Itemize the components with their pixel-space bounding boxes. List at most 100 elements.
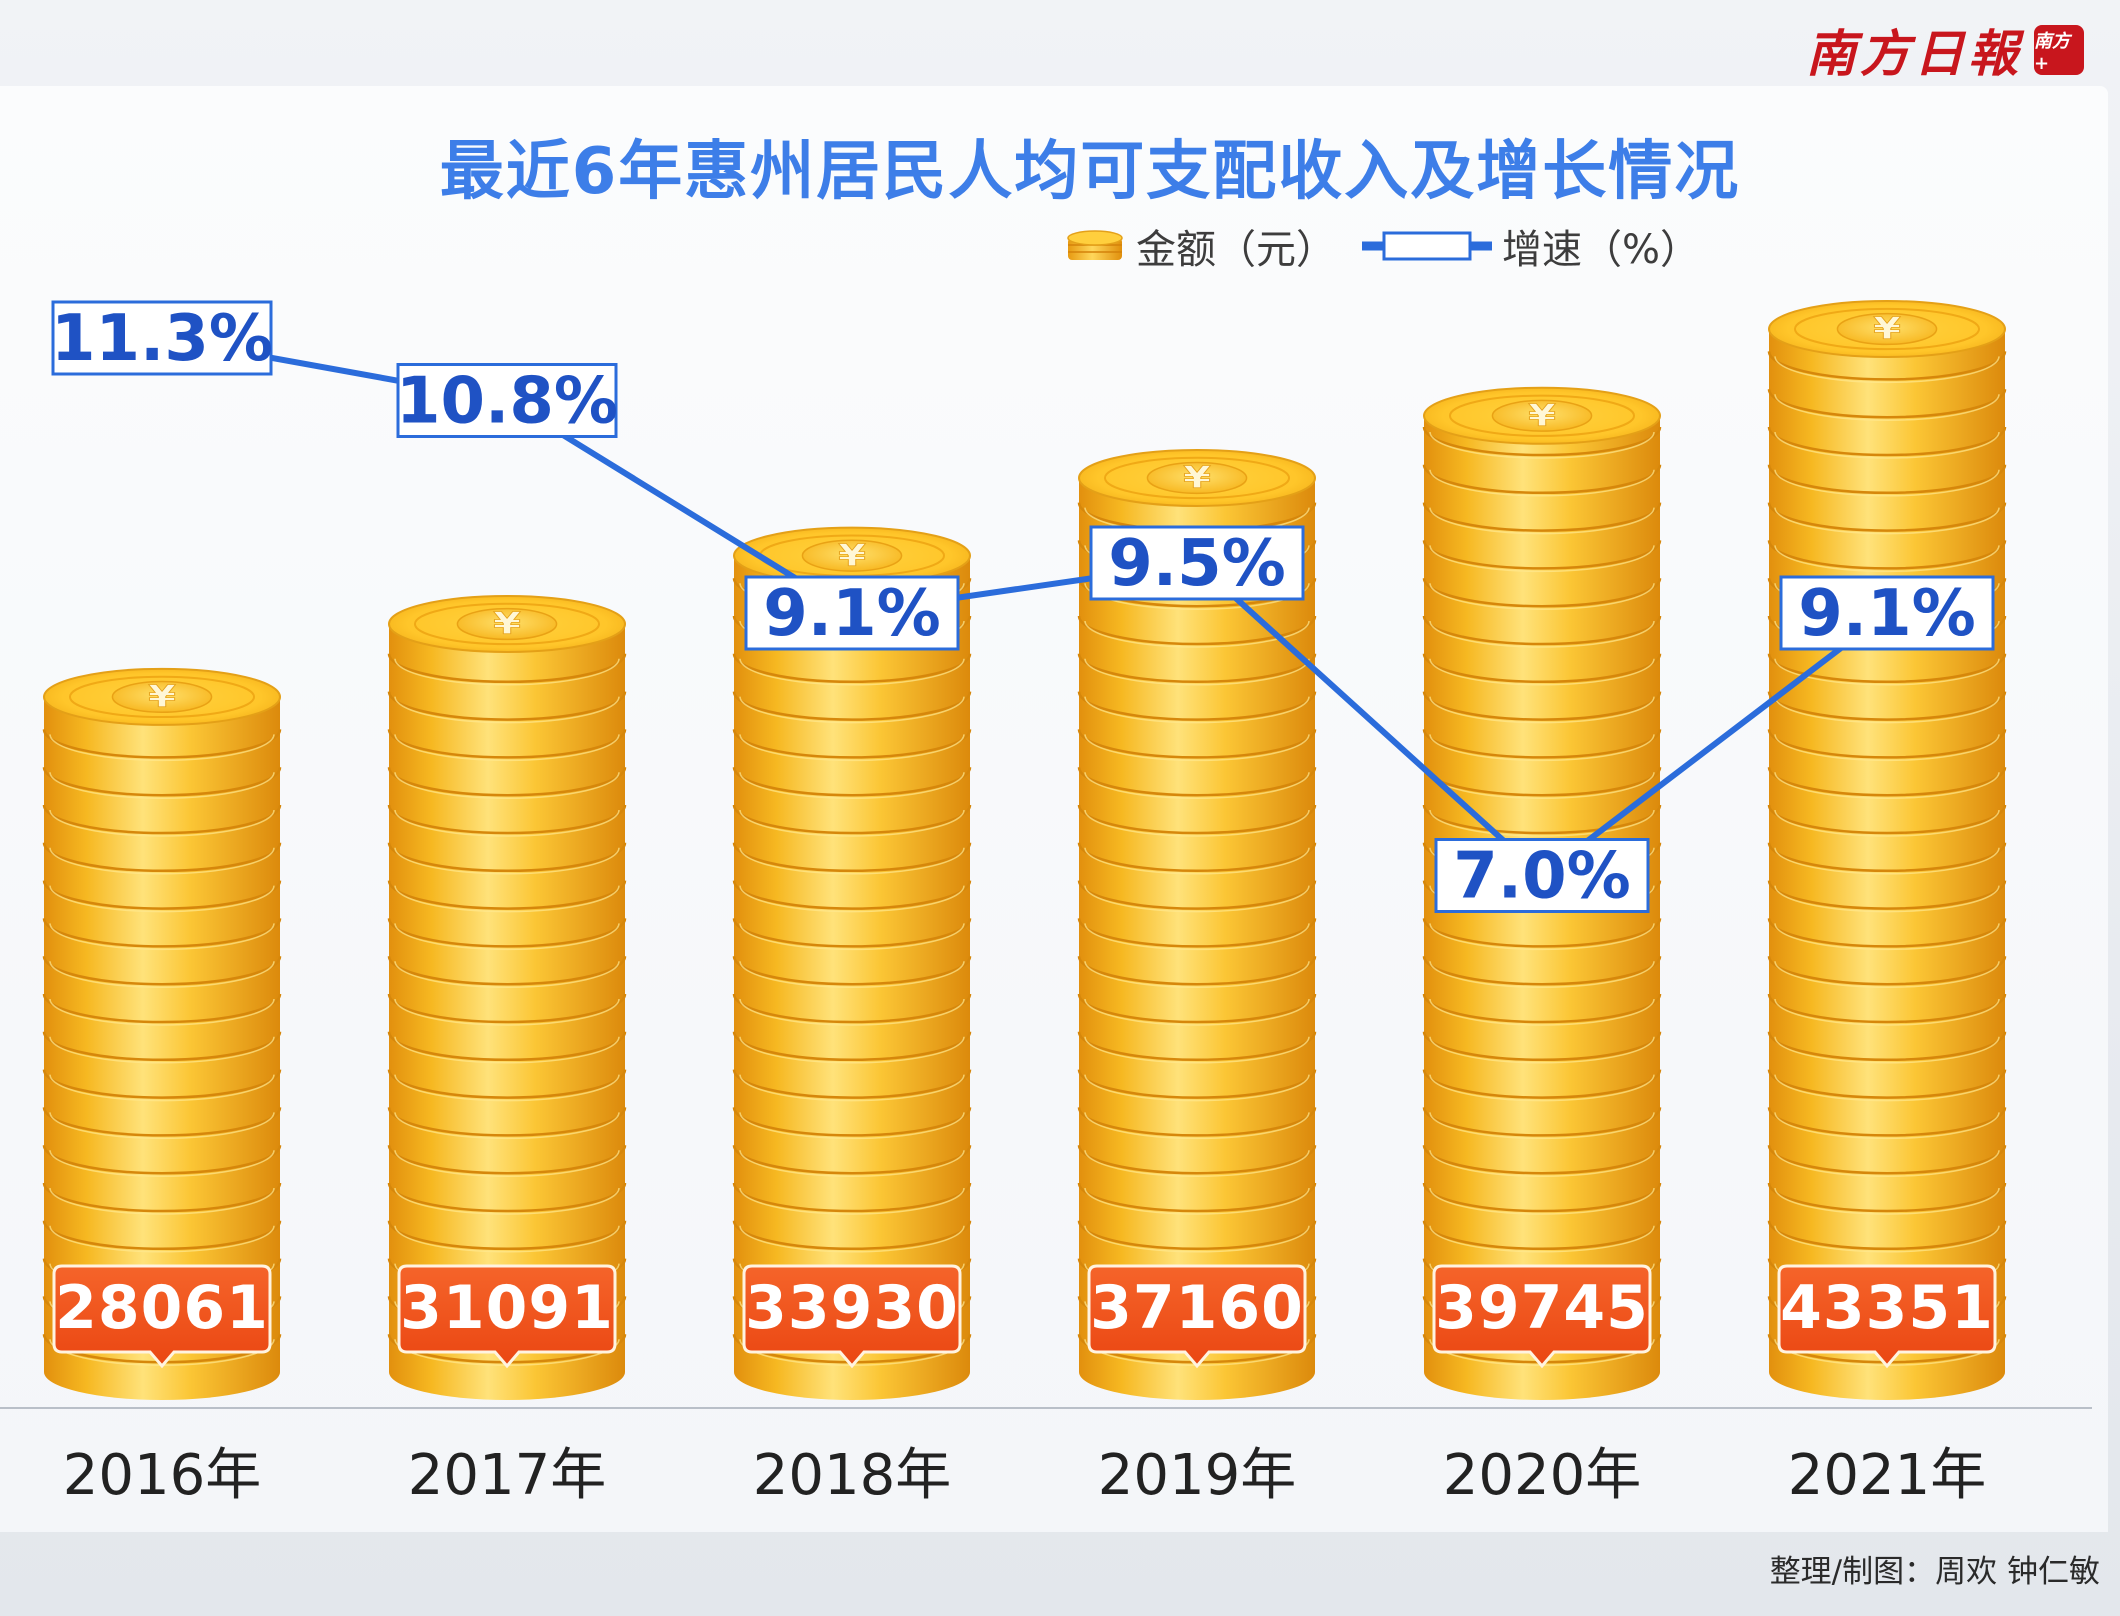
coin-rim: [387, 956, 627, 986]
coin-top-ring: [68, 675, 256, 719]
coin-rim: [42, 729, 282, 759]
coin-rim-highlight: [394, 1112, 620, 1140]
coin-rim: [732, 1182, 972, 1213]
value-label: 43351: [1780, 1273, 1994, 1343]
value-badge-2021年: 43351: [1777, 1264, 1997, 1369]
coin-rim-highlight: [49, 809, 275, 837]
coin-rim: [732, 880, 972, 910]
coin-rim: [42, 918, 282, 948]
coin-rim: [1767, 1220, 2007, 1251]
coin-rim: [1422, 578, 1662, 608]
coin-rim: [387, 804, 627, 835]
coin-rim-highlight: [1774, 545, 2000, 573]
coin-rim: [1422, 918, 1662, 948]
coin-rim-highlight: [1774, 1112, 2000, 1140]
coin-rim: [1077, 880, 1317, 910]
coin-rim-highlight: [1429, 1112, 1655, 1140]
coin-rim-highlight: [394, 998, 620, 1026]
coin-stack-body: [1769, 329, 2005, 1400]
coin-rim: [387, 842, 627, 873]
growth-value-label: 11.3%: [51, 302, 273, 376]
coin-rim: [1422, 1145, 1662, 1175]
growth-label-box: [51, 300, 273, 376]
bar-coin-stack-2021年: ¥: [1767, 300, 2007, 1400]
coin-rim: [1767, 1031, 2007, 1062]
growth-label-box: [744, 575, 960, 651]
value-label: 39745: [1435, 1273, 1649, 1343]
coin-rim: [1422, 615, 1662, 646]
coin-rim-highlight: [1774, 469, 2000, 497]
coin-center: [111, 680, 213, 714]
x-tick-label: 2020年: [1443, 1443, 1642, 1508]
coin-rim-highlight: [739, 1187, 965, 1215]
coin-rim-highlight: [394, 809, 620, 837]
coin-rim-highlight: [1429, 734, 1655, 762]
coin-rim: [1767, 1069, 2007, 1099]
coin-rim: [387, 1220, 627, 1251]
coin-rim-highlight: [739, 961, 965, 988]
coin-rim-highlight: [394, 658, 620, 686]
value-badge-2020年: 39745: [1432, 1264, 1652, 1369]
coin-rim: [732, 993, 972, 1024]
coin-rim-highlight: [49, 923, 275, 951]
coin-rim: [1077, 729, 1317, 759]
coin-rim: [42, 880, 282, 910]
coin-rim-highlight: [1429, 1036, 1655, 1064]
coin-center: [456, 607, 558, 641]
bar-coin-stack-2017年: ¥: [387, 594, 627, 1400]
coin-rim-highlight: [1429, 696, 1655, 724]
coin-rim: [387, 880, 627, 910]
coin-rim-highlight: [739, 772, 965, 799]
coin-rim-highlight: [1084, 1225, 1310, 1253]
value-badge-bg: [397, 1264, 617, 1369]
coin-rim: [1077, 767, 1317, 797]
growth-label-2019年: 9.5%: [1089, 525, 1305, 601]
coin-rim-highlight: [49, 1150, 275, 1177]
coin-rim: [1422, 729, 1662, 759]
coin-rim: [1422, 1031, 1662, 1062]
coin-rim-highlight: [1084, 1112, 1310, 1140]
coin-rim-highlight: [739, 885, 965, 913]
growth-label-box: [396, 363, 618, 438]
value-badge-2016年: 28061: [52, 1264, 272, 1369]
coin-rim-highlight: [1429, 961, 1655, 988]
coin-rim-highlight: [1774, 885, 2000, 913]
coin-rim-highlight: [1429, 545, 1655, 573]
coin-rim-highlight: [394, 696, 620, 724]
coin-rim-highlight: [739, 658, 965, 686]
coin-rim-highlight: [1774, 658, 2000, 686]
coin-rim: [1077, 842, 1317, 873]
coin-rim-highlight: [394, 1187, 620, 1215]
coin-rim: [1767, 464, 2007, 495]
coin-rim: [1077, 1107, 1317, 1137]
bar-coin-stack-2016年: ¥: [42, 667, 282, 1400]
coin-rim-highlight: [394, 1150, 620, 1177]
coin-rim: [1077, 1145, 1317, 1175]
coin-rim: [42, 956, 282, 986]
growth-label-box: [1089, 525, 1305, 601]
coin-top-ring: [1793, 307, 1981, 351]
legend-growth-label: 增速（%）: [1502, 227, 1701, 273]
coin-rim: [1422, 1069, 1662, 1099]
coin-rim-highlight: [394, 1036, 620, 1064]
coin-rim-highlight: [1084, 961, 1310, 988]
coin-center: [1836, 312, 1938, 346]
coin-rim-highlight: [49, 847, 275, 875]
coin-rim: [1767, 540, 2007, 570]
coin-rim: [1767, 1107, 2007, 1137]
coin-rim-highlight: [1774, 431, 2000, 459]
coin-rim-highlight: [1084, 998, 1310, 1026]
coin-rim: [387, 729, 627, 759]
growth-label-2021年: 9.1%: [1779, 575, 1995, 651]
growth-value-label: 9.1%: [763, 577, 941, 651]
coin-rim-highlight: [739, 696, 965, 724]
coin-rim-highlight: [1774, 961, 2000, 988]
coin-rim-highlight: [49, 1074, 275, 1102]
coin-rim: [732, 956, 972, 986]
coin-rim: [1422, 1107, 1662, 1137]
coin-rim: [1767, 767, 2007, 797]
coin-rim: [1767, 351, 2007, 381]
growth-value-label: 9.1%: [1798, 577, 1976, 651]
x-tick-label: 2019年: [1098, 1443, 1297, 1508]
coin-rim: [1767, 653, 2007, 684]
